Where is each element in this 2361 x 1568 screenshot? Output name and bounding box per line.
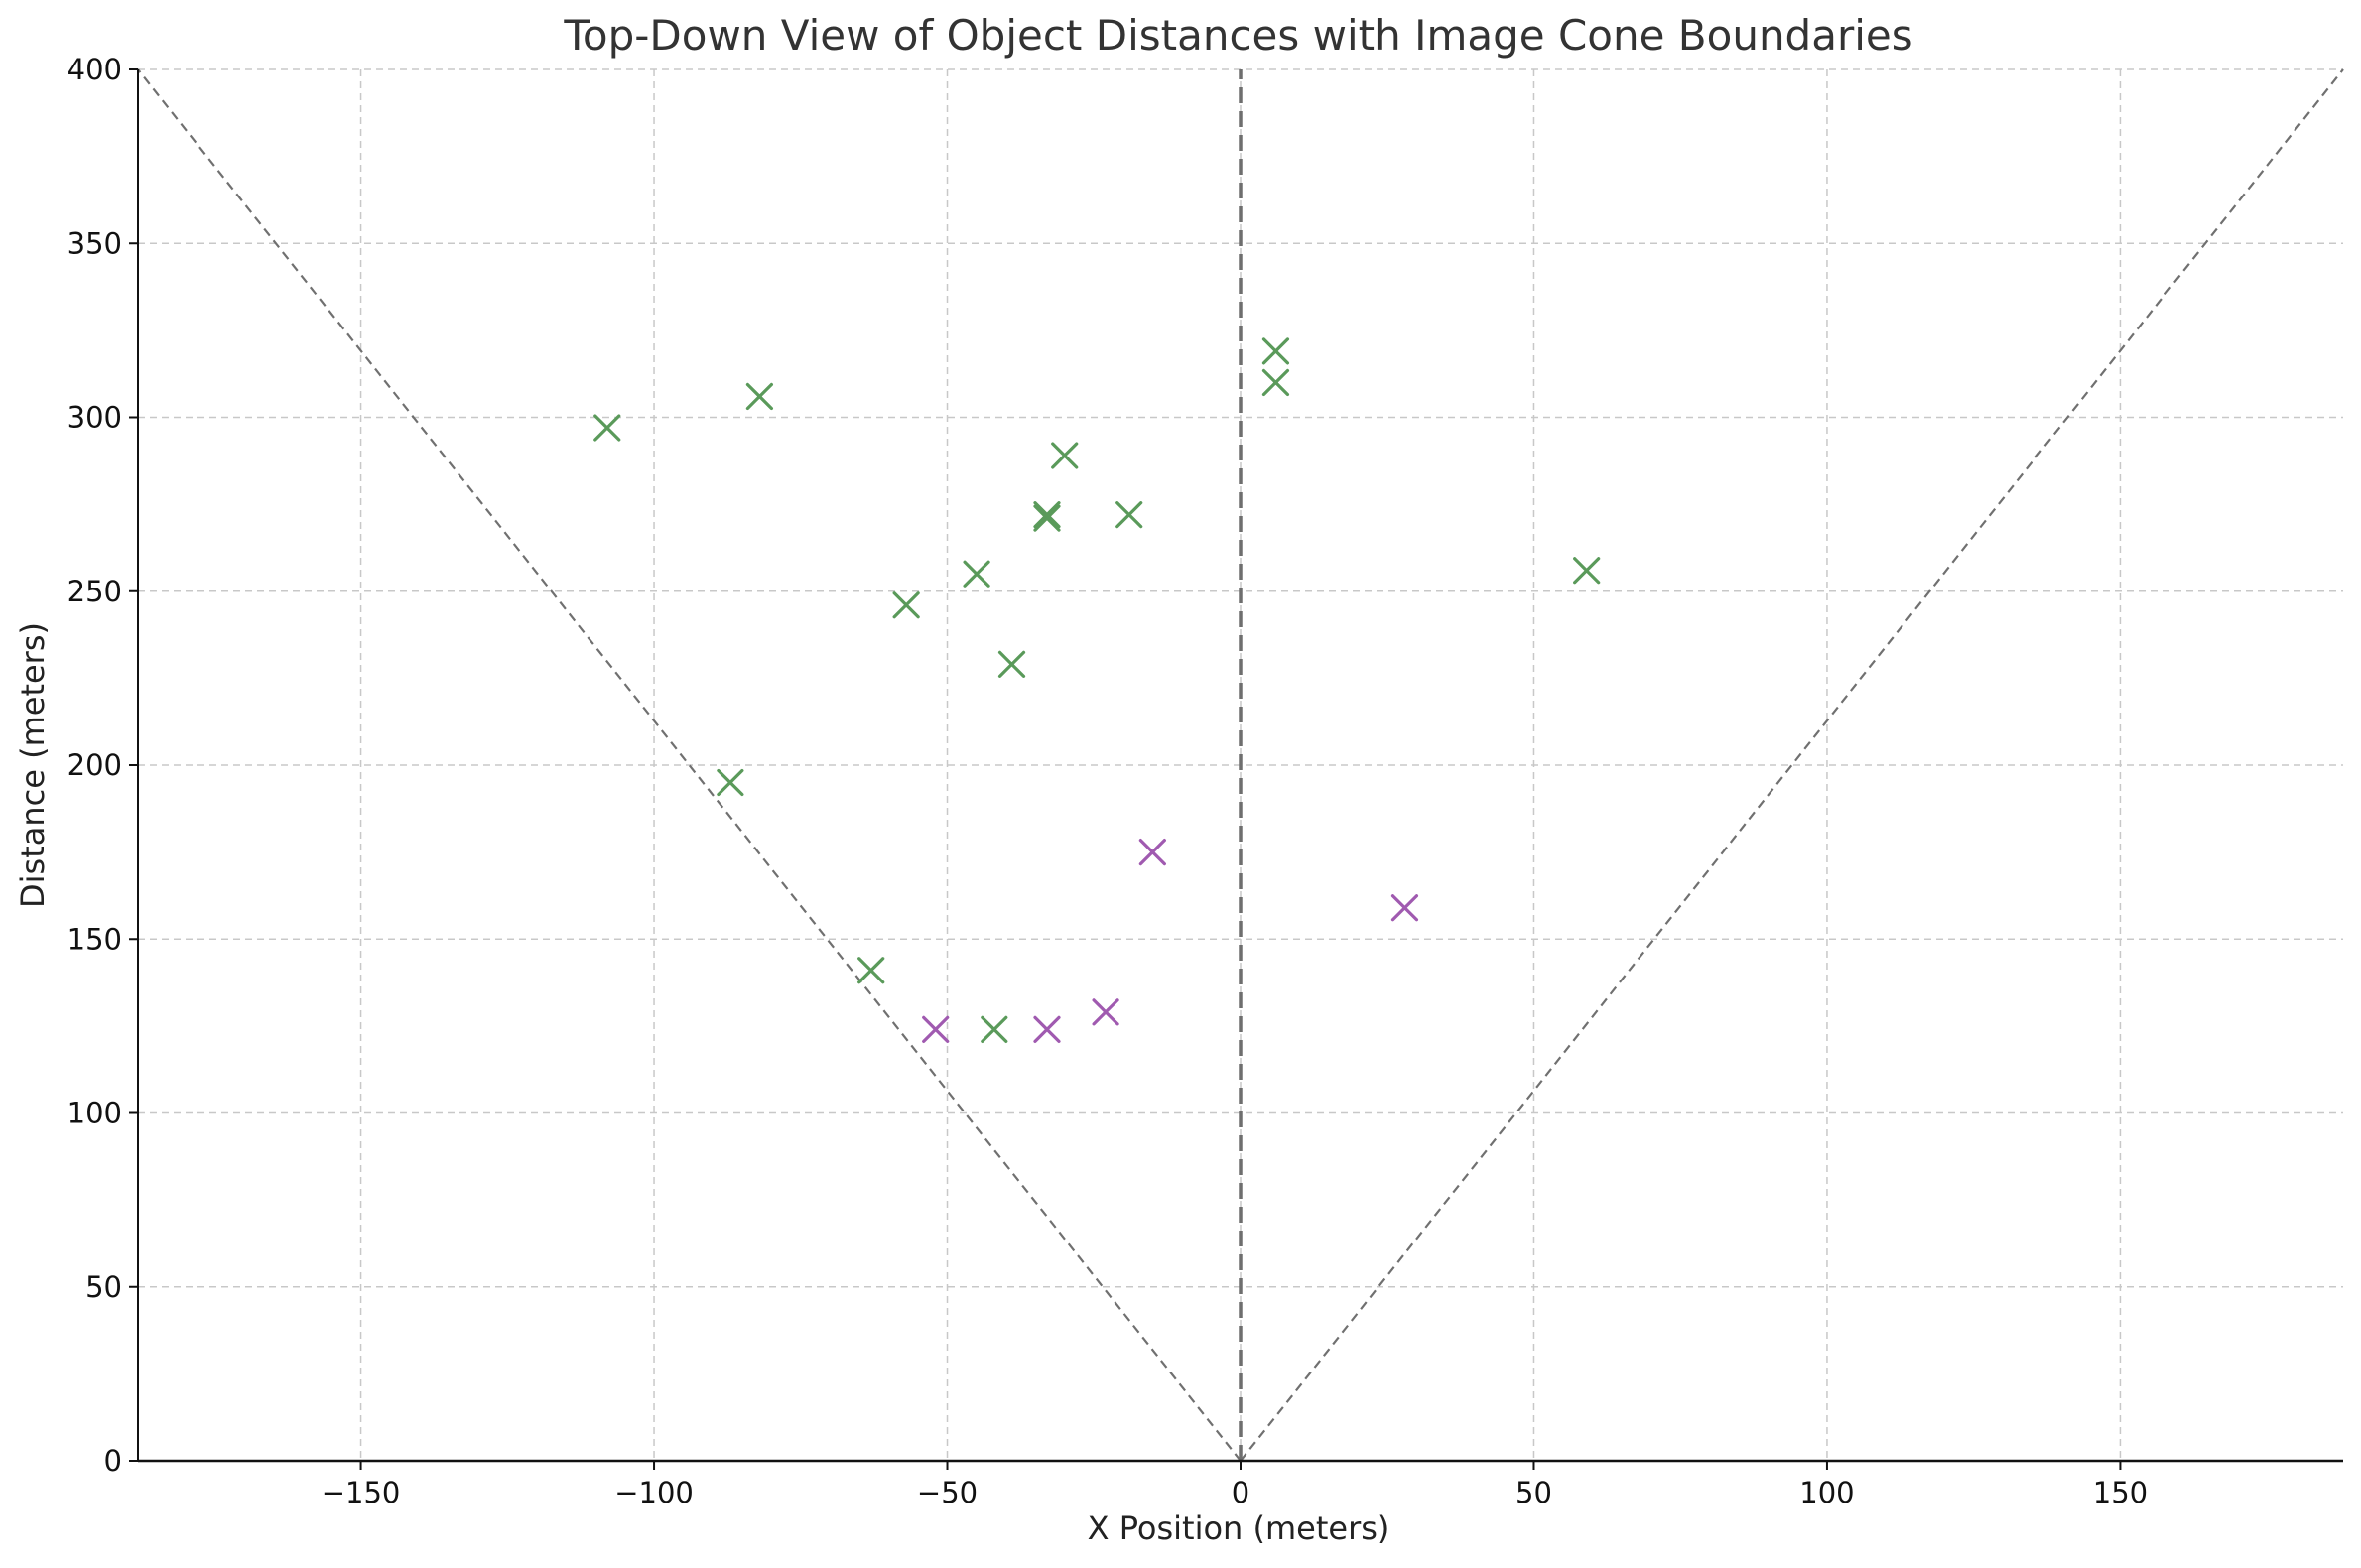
data-point [1261,337,1290,365]
data-point [593,414,621,442]
data-point [1573,557,1601,585]
y-tick-label: 50 [85,1270,122,1304]
data-point [1115,501,1143,529]
y-tick-label: 350 [67,226,122,260]
chart-title: Top-Down View of Object Distances with I… [563,11,1912,60]
y-tick-label: 100 [67,1097,122,1130]
data-point [717,768,744,797]
data-point [745,382,774,411]
x-tick-label: 150 [2093,1476,2148,1509]
data-point [1051,442,1079,469]
y-tick-label: 150 [67,922,122,956]
cone-boundary-left [137,68,1242,1462]
x-tick-label: −150 [322,1476,401,1509]
data-point [1033,501,1061,529]
data-point [1138,839,1166,866]
data-point [1261,368,1290,397]
y-tick-label: 250 [67,575,122,608]
y-tick-label: 200 [67,748,122,782]
data-point [857,957,885,984]
data-point [1033,504,1061,532]
data-point [1033,1015,1061,1043]
data-point [997,650,1026,678]
x-axis-ticks: −150 −100 −50 0 50 100 150 [322,1461,2148,1509]
x-tick-label: −100 [614,1476,694,1509]
data-point [892,591,920,619]
y-tick-label: 400 [67,53,122,86]
cone-boundary-right [1240,68,2344,1462]
y-axis-ticks: 0 50 100 150 200 250 300 350 400 [67,53,138,1478]
x-tick-label: 0 [1232,1476,1249,1509]
data-point [1390,894,1419,922]
y-tick-label: 300 [67,401,122,435]
y-axis-label: Distance (meters) [14,622,52,908]
x-axis-label: X Position (meters) [1088,1509,1390,1547]
x-tick-label: 50 [1515,1476,1552,1509]
data-points [593,337,1601,1043]
x-tick-label: −50 [917,1476,978,1509]
data-point [981,1015,1008,1043]
x-tick-label: 100 [1799,1476,1854,1509]
data-point [922,1015,950,1043]
data-point [1092,998,1119,1026]
data-point [963,560,990,588]
y-tick-label: 0 [104,1444,122,1478]
